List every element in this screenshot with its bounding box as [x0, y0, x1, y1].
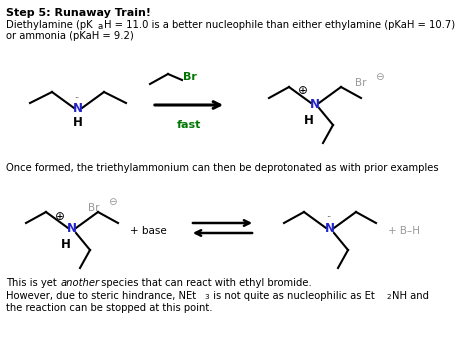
Text: or ammonia (pKaH = 9.2): or ammonia (pKaH = 9.2) [6, 31, 134, 41]
Text: NH and: NH and [392, 291, 429, 301]
Text: 2: 2 [386, 294, 391, 300]
Text: a: a [98, 22, 103, 31]
Text: N: N [73, 102, 83, 116]
Text: ··: ·· [74, 94, 80, 103]
Text: ⊖: ⊖ [108, 197, 117, 207]
Text: N: N [67, 222, 77, 236]
Text: ⊖: ⊖ [375, 72, 384, 82]
Text: ⊕: ⊕ [55, 210, 65, 222]
Text: Br: Br [183, 72, 197, 82]
Text: However, due to steric hindrance, NEt: However, due to steric hindrance, NEt [6, 291, 196, 301]
Text: Step 5: Runaway Train!: Step 5: Runaway Train! [6, 8, 151, 18]
Text: + B–H: + B–H [388, 226, 420, 236]
Text: is not quite as nucleophilic as Et: is not quite as nucleophilic as Et [210, 291, 375, 301]
Text: Once formed, the triethylammonium can then be deprotonated as with prior example: Once formed, the triethylammonium can th… [6, 163, 438, 173]
Text: H: H [73, 117, 83, 129]
Text: N: N [310, 97, 320, 111]
Text: Br: Br [88, 203, 100, 213]
Text: Br: Br [355, 78, 366, 88]
Text: H: H [61, 239, 71, 251]
Text: species that can react with ethyl bromide.: species that can react with ethyl bromid… [98, 278, 312, 288]
Text: H = 11.0 is a better nucleophile than either ethylamine (pKaH = 10.7): H = 11.0 is a better nucleophile than ei… [104, 20, 455, 30]
Text: + base: + base [130, 226, 167, 236]
Text: This is yet: This is yet [6, 278, 60, 288]
Text: N: N [325, 222, 335, 236]
Text: Diethylamine (pK: Diethylamine (pK [6, 20, 92, 30]
Text: 3: 3 [204, 294, 209, 300]
Text: ··: ·· [327, 214, 332, 222]
Text: the reaction can be stopped at this point.: the reaction can be stopped at this poin… [6, 303, 212, 313]
Text: H: H [304, 114, 314, 126]
Text: another: another [61, 278, 100, 288]
Text: ⊕: ⊕ [298, 85, 308, 97]
Text: fast: fast [177, 120, 201, 130]
